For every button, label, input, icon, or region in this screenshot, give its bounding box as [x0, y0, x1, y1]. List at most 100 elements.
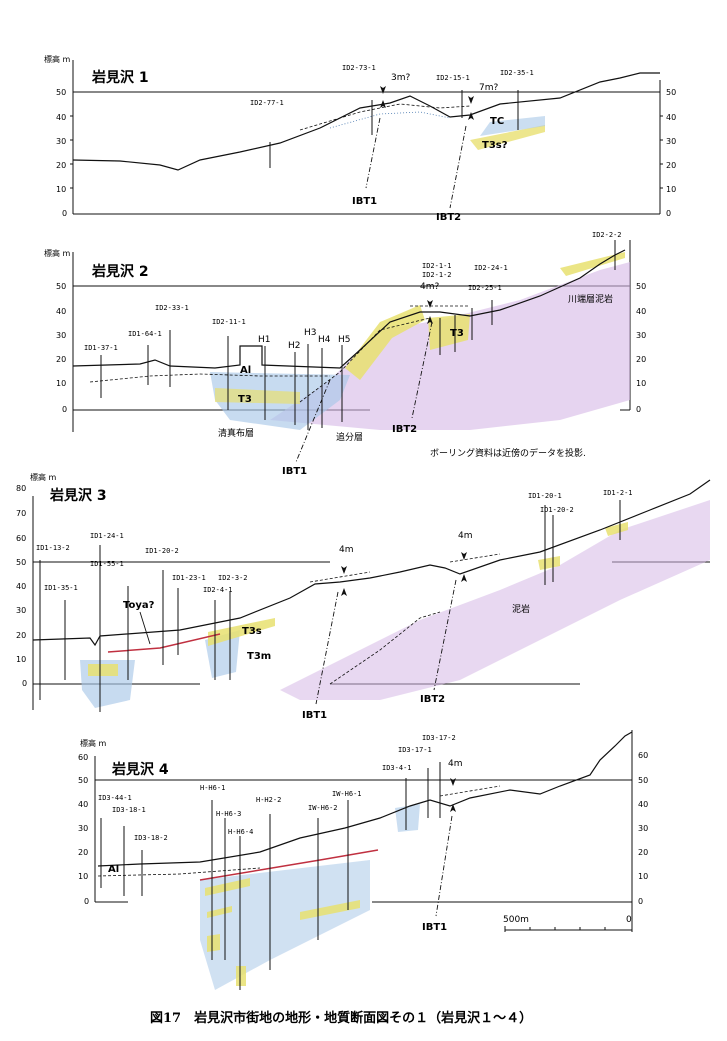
- arrow-up-icon: [380, 100, 386, 120]
- unit-label: T3s?: [482, 140, 508, 151]
- formation-label: 泥岩: [512, 603, 530, 615]
- borehole-label: ID1-23-1: [172, 574, 206, 582]
- y-tick-label: 10: [666, 185, 676, 194]
- fault-label: IBT1: [302, 710, 327, 721]
- section-2-yellow-layer: [428, 314, 470, 350]
- unit-label: Al: [108, 864, 119, 875]
- offset-label: 3m?: [391, 73, 410, 83]
- y-tick-label: 20: [16, 631, 26, 640]
- fault-label: IBT2: [420, 694, 445, 705]
- toya-pointer: [139, 611, 151, 645]
- unit-label: T3: [450, 328, 464, 339]
- borehole-label: ID1-2-1: [603, 489, 633, 497]
- arrow-down-icon: [341, 556, 347, 574]
- section-3-yellow-layer: [88, 664, 118, 676]
- section-4-y-ticks: 60 50 40 30 20 10 0 60 50 40 30 20 10 0: [78, 751, 648, 906]
- y-tick-label: 20: [56, 161, 66, 170]
- fault-line: [365, 117, 381, 189]
- y-tick-label: 30: [56, 331, 66, 340]
- y-tick-label: 20: [56, 355, 66, 364]
- borehole-label: ID2-35-1: [500, 69, 534, 77]
- section-3-title: 岩見沢 3: [49, 487, 107, 504]
- y-tick-label: 50: [16, 558, 26, 567]
- y-tick-label: 60: [16, 534, 26, 543]
- scale-label: 500m: [503, 915, 529, 925]
- section-1-dashed-horizon: [299, 103, 471, 131]
- y-tick-label: 10: [78, 872, 88, 881]
- section-1-title: 岩見沢 1: [91, 69, 149, 86]
- section-4-yellow-layer: [207, 934, 220, 952]
- section-3-dashed-horizon: [309, 571, 371, 583]
- borehole-label: ID2-2-2: [592, 231, 622, 239]
- borehole-label: ID2-73-1: [342, 64, 376, 72]
- offset-label: 4m?: [420, 282, 439, 292]
- section-2-y-ticks: 50 40 30 20 10 0 50 40 30 20 10 0: [56, 282, 646, 414]
- borehole-label: ID1-20-2: [540, 506, 574, 514]
- y-tick-label: 0: [22, 679, 27, 688]
- y-tick-label: 30: [56, 137, 66, 146]
- section-1-blue-layer: [480, 116, 545, 136]
- borehole-label: ID1-20-1: [528, 492, 562, 500]
- borehole-label: ID2-1-2: [422, 271, 452, 279]
- section-4: 標高 m 岩見沢 4 60 50 40 30 20 10 0 60 50 40 …: [78, 730, 648, 990]
- borehole-label: H2: [288, 341, 301, 351]
- fault-line: [411, 321, 433, 419]
- y-tick-label: 50: [666, 88, 676, 97]
- y-tick-label: 10: [636, 379, 646, 388]
- borehole-label: ID1-20-2: [145, 547, 179, 555]
- section-1-unit-label: 標高 m: [44, 54, 71, 64]
- borehole-label: ID1-37-1: [84, 344, 118, 352]
- section-4-yellow-layer: [207, 906, 232, 918]
- scale-label: 0: [626, 915, 632, 925]
- section-4-title: 岩見沢 4: [111, 761, 169, 778]
- y-tick-label: 0: [666, 209, 671, 218]
- section-3-dashed-horizon: [449, 553, 501, 563]
- y-tick-label: 20: [636, 355, 646, 364]
- y-tick-label: 0: [62, 405, 67, 414]
- arrow-up-icon: [468, 112, 474, 130]
- scale-bar: [504, 926, 632, 932]
- section-4-borehole-labels: ID3-44-1 ID3-18-1 ID3-18-2 H-H6-1 H-H6-3…: [98, 734, 456, 842]
- y-tick-label: 40: [666, 113, 676, 122]
- section-2-dashed-horizon: [89, 373, 330, 383]
- y-tick-label: 20: [78, 848, 88, 857]
- y-tick-label: 40: [16, 582, 26, 591]
- section-4-tephra-horizon: [199, 849, 379, 881]
- y-tick-label: 10: [56, 379, 66, 388]
- y-tick-label: 20: [666, 161, 676, 170]
- y-tick-label: 0: [62, 209, 67, 218]
- section-3-y-ticks: 80 70 60 50 40 30 20 10 0: [16, 484, 27, 688]
- borehole-label: ID3-18-2: [134, 834, 168, 842]
- borehole-label: ID3-44-1: [98, 794, 132, 802]
- y-tick-label: 40: [78, 800, 88, 809]
- fault-label: IBT1: [352, 196, 377, 207]
- y-tick-label: 50: [56, 282, 66, 291]
- section-3-borehole-labels: ID1-13-2 ID1-24-1 ID1-35-1 ID1-55-1 ID1-…: [36, 489, 633, 594]
- y-tick-label: 0: [84, 897, 89, 906]
- fault-label: IBT1: [422, 922, 447, 933]
- arrow-down-icon: [468, 84, 474, 104]
- borehole-label: ID2-1-1: [422, 262, 452, 270]
- borehole-label: ID2-33-1: [155, 304, 189, 312]
- arrow-up-icon: [341, 588, 347, 604]
- y-tick-label: 40: [56, 113, 66, 122]
- fault-label: IBT2: [436, 212, 461, 223]
- y-tick-label: 70: [16, 509, 26, 518]
- borehole-label: IW-H6-2: [308, 804, 338, 812]
- section-4-yellow-layer: [300, 900, 360, 920]
- section-3-purple-bedrock: [280, 500, 710, 700]
- y-tick-label: 30: [16, 606, 26, 615]
- section-2: 標高 m 岩見沢 2 50 40 30 20 10 0 50 40 30 20 …: [44, 231, 646, 477]
- section-4-yellow-layer: [236, 966, 246, 986]
- section-3-unit-label: 標高 m: [30, 472, 57, 482]
- borehole-label: ID1-13-2: [36, 544, 70, 552]
- section-4-blue-sediment: [395, 804, 420, 832]
- borehole-label: ID1-55-1: [90, 560, 124, 568]
- y-tick-label: 10: [638, 872, 648, 881]
- section-2-yellow-layer: [560, 252, 625, 276]
- section-1-y-ticks: 50 40 30 20 10 0 50 40 30 20 10 0: [56, 88, 676, 218]
- section-4-dashed-horizon: [439, 785, 501, 797]
- y-tick-label: 50: [78, 776, 88, 785]
- section-3-ground-surface: [32, 479, 711, 647]
- borehole-label: ID3-4-1: [382, 764, 412, 772]
